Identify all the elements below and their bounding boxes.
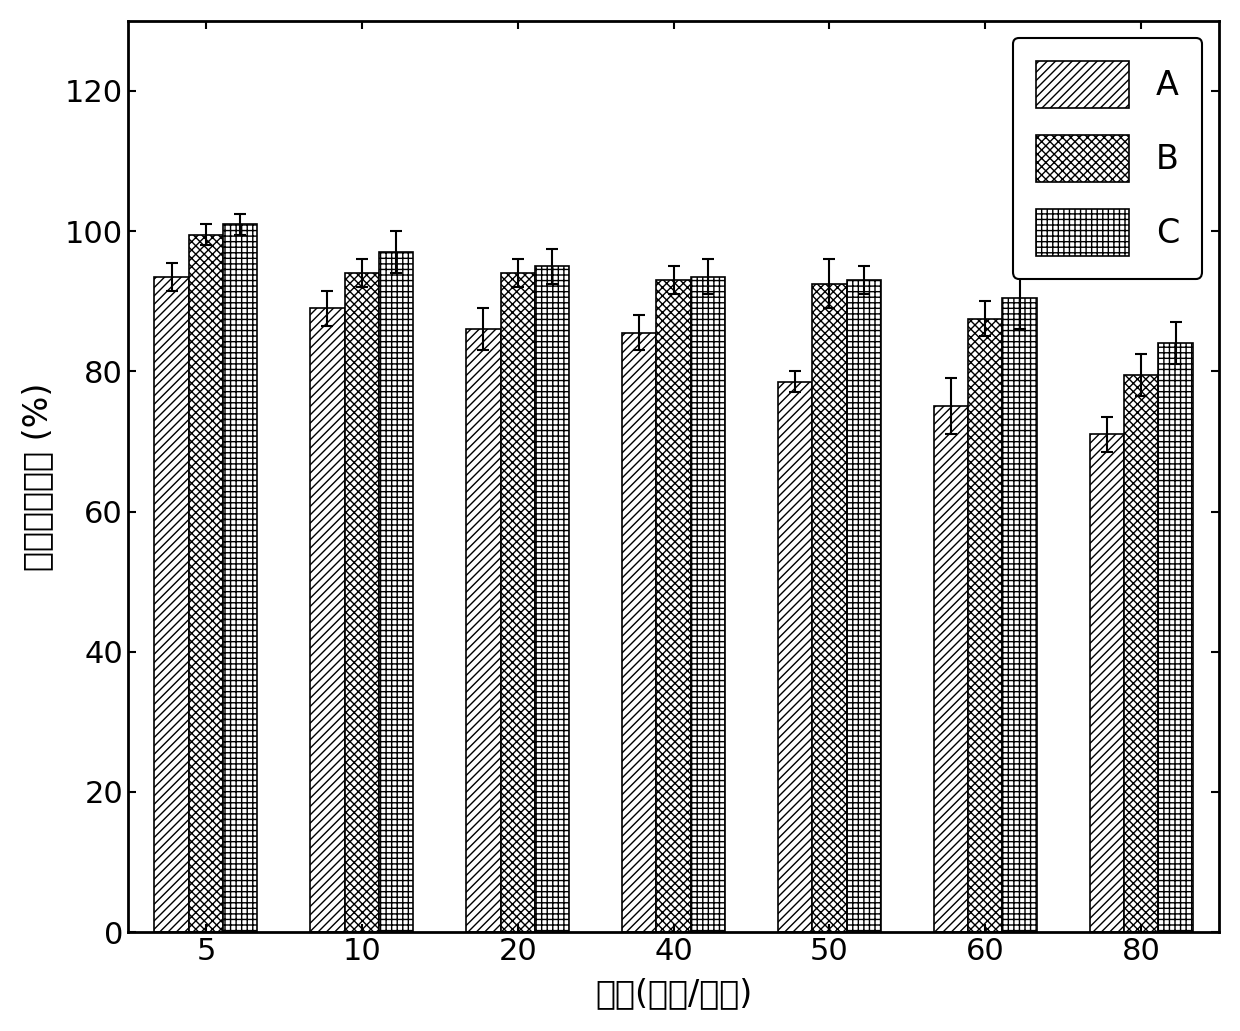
Bar (501, 273, 534, 932)
Bar (1125, 375, 1158, 932)
Bar (812, 284, 847, 932)
Bar (345, 273, 379, 932)
Bar (188, 235, 223, 932)
Bar (847, 280, 880, 932)
Legend: A, B, C: A, B, C (1013, 37, 1203, 279)
Bar (223, 224, 258, 932)
Bar (379, 253, 413, 932)
Y-axis label: 相对细胞活性 (%): 相对细胞活性 (%) (21, 383, 53, 571)
Bar (622, 333, 656, 932)
Bar (934, 406, 968, 932)
Bar (466, 329, 501, 932)
Bar (534, 266, 569, 932)
Bar (1158, 343, 1193, 932)
Bar (155, 276, 188, 932)
X-axis label: 浓度(微克/毫升): 浓度(微克/毫升) (595, 977, 753, 1010)
Bar (1002, 298, 1037, 932)
Bar (1090, 434, 1125, 932)
Bar (656, 280, 691, 932)
Bar (310, 308, 345, 932)
Bar (691, 276, 725, 932)
Bar (777, 381, 812, 932)
Bar (968, 319, 1002, 932)
